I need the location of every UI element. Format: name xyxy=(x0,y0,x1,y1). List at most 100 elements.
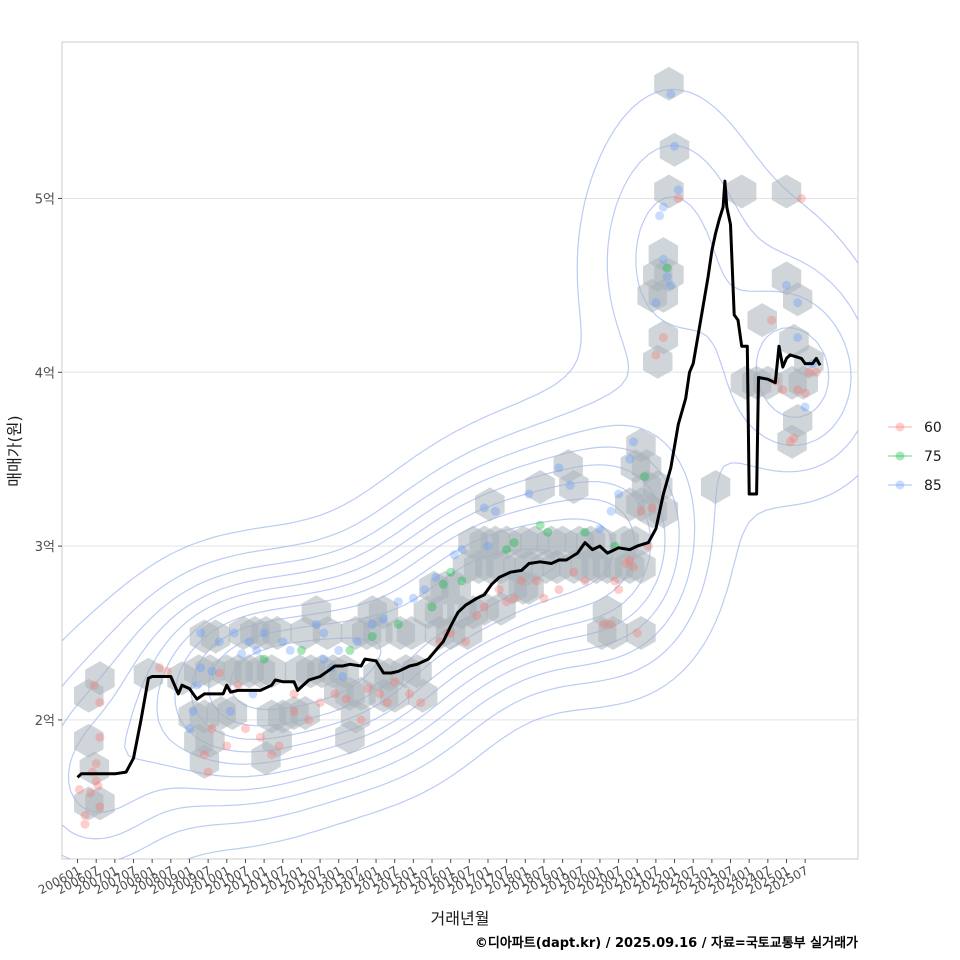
y-tick-label-2: 4억 xyxy=(35,366,55,381)
point-60-43 xyxy=(494,585,504,595)
point-85-11 xyxy=(192,680,202,690)
point-85-38 xyxy=(662,272,672,282)
point-60-45 xyxy=(509,593,519,603)
y-axis-title: 매매가(원) xyxy=(5,415,24,486)
point-60-30 xyxy=(356,715,366,725)
point-85-29 xyxy=(554,463,564,473)
point-85-6 xyxy=(311,619,321,629)
hexbin-55 xyxy=(380,678,410,713)
point-60-35 xyxy=(405,689,415,699)
point-85-15 xyxy=(252,645,262,655)
point-60-72 xyxy=(796,193,806,203)
hexbin-18 xyxy=(217,696,248,730)
point-85-7 xyxy=(319,628,329,638)
hexbin-1 xyxy=(85,786,115,821)
point-75-16 xyxy=(662,263,672,273)
point-85-10 xyxy=(207,666,217,676)
hexbin-38 xyxy=(312,616,343,650)
point-60-18 xyxy=(222,741,232,751)
point-60-40 xyxy=(461,637,471,647)
point-75-7 xyxy=(446,567,456,577)
point-60-11 xyxy=(93,781,103,791)
point-75-3 xyxy=(367,632,377,641)
hexbin-122 xyxy=(648,320,679,355)
point-85-39 xyxy=(666,280,676,290)
hexbin-105 xyxy=(592,595,623,630)
hexbin-120 xyxy=(626,616,656,650)
point-85-5 xyxy=(278,637,288,647)
point-85-8 xyxy=(334,645,344,655)
hexbin-95 xyxy=(559,470,589,504)
point-60-64 xyxy=(658,333,668,342)
hexbin-80 xyxy=(475,487,505,522)
hexbin-130 xyxy=(654,66,684,101)
point-85-3 xyxy=(244,637,254,647)
point-60-52 xyxy=(599,619,609,629)
hexbin-131 xyxy=(727,174,757,209)
point-85-36 xyxy=(651,298,661,308)
point-85-50 xyxy=(319,654,329,664)
point-60-66 xyxy=(767,315,777,325)
point-60-13 xyxy=(162,666,172,676)
hexbin-60 xyxy=(408,678,438,713)
point-85-12 xyxy=(188,706,198,716)
point-75-5 xyxy=(427,602,437,612)
point-75-9 xyxy=(502,545,512,555)
hexbin-143 xyxy=(794,344,824,379)
point-85-41 xyxy=(658,202,668,212)
point-85-21 xyxy=(420,585,430,595)
point-85-17 xyxy=(367,619,377,629)
point-60-46 xyxy=(517,576,527,586)
hexbin-129 xyxy=(659,132,690,167)
point-60-26 xyxy=(304,715,314,725)
point-85-31 xyxy=(595,524,605,534)
point-60-4 xyxy=(95,802,105,812)
hexbin-132 xyxy=(700,470,731,504)
legend-key-60 xyxy=(895,422,905,432)
hexbin-145 xyxy=(777,424,807,459)
point-85-32 xyxy=(606,506,616,516)
point-60-24 xyxy=(289,689,299,699)
point-85-43 xyxy=(666,89,676,99)
point-75-11 xyxy=(535,520,545,530)
hexbin-5 xyxy=(85,661,115,696)
point-60-17 xyxy=(214,668,224,678)
point-60-44 xyxy=(502,597,512,607)
point-85-1 xyxy=(214,637,224,647)
hexbin-3 xyxy=(74,723,104,758)
point-85-35 xyxy=(629,437,638,447)
hexbin-137 xyxy=(771,174,802,209)
point-60-33 xyxy=(382,698,392,708)
point-60-62 xyxy=(647,503,657,513)
hexbin-136 xyxy=(747,303,777,338)
point-60-16 xyxy=(207,724,217,734)
y-axis-ticks: 2억 3억 4억 5억 xyxy=(35,192,62,729)
density-contour-1 xyxy=(61,88,859,860)
x-axis-title: 거래년월 xyxy=(431,909,490,928)
point-60-14 xyxy=(199,750,209,760)
point-60-25 xyxy=(289,706,299,716)
point-85-13 xyxy=(185,724,194,734)
point-60-15 xyxy=(203,767,213,777)
point-60-65 xyxy=(673,193,683,203)
legend: 60 75 85 xyxy=(888,420,942,494)
x-axis-ticks: 2006012006072007012007072008012008072009… xyxy=(36,859,811,897)
point-85-34 xyxy=(625,454,635,464)
point-60-19 xyxy=(233,680,243,690)
hexbin-51 xyxy=(368,595,399,630)
point-60-51 xyxy=(580,576,590,586)
legend-label-60: 60 xyxy=(924,420,942,436)
point-75-1 xyxy=(296,645,306,655)
point-85-14 xyxy=(237,649,247,659)
point-60-56 xyxy=(621,559,631,568)
point-60-22 xyxy=(267,750,277,760)
point-85-48 xyxy=(800,402,810,412)
point-60-36 xyxy=(416,698,426,708)
point-85-9 xyxy=(196,663,206,673)
point-85-26 xyxy=(490,506,500,516)
point-85-23 xyxy=(449,550,459,560)
point-85-19 xyxy=(393,597,403,607)
point-85-40 xyxy=(655,211,665,221)
legend-label-75: 75 xyxy=(924,449,942,465)
